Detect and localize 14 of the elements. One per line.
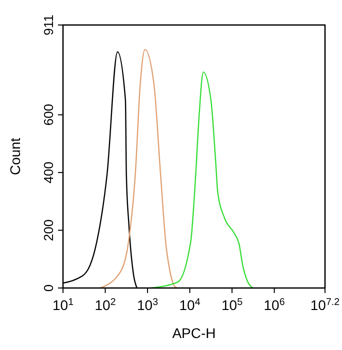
y-tick-label: 0 [41, 284, 56, 292]
x-tick-label: 10$^{3}$ [137, 296, 159, 313]
x-tick-label: 10$^{7.2}$ [310, 296, 340, 313]
y-tick-label: 600 [41, 104, 56, 126]
x-tick-label: 10$^{5}$ [222, 296, 244, 313]
x-axis-title: APC-H [172, 325, 216, 341]
x-tick-label: 10$^{6}$ [264, 296, 286, 313]
y-tick-label: 200 [41, 219, 56, 242]
x-tick-label: 10$^{1}$ [52, 296, 74, 313]
y-axis-title: Count [7, 138, 23, 176]
x-tick-label: 10$^{4}$ [179, 296, 201, 313]
x-tick-label: 10$^{2}$ [94, 296, 116, 313]
y-tick-label: 400 [41, 162, 56, 184]
y-tick-label: 911 [41, 14, 56, 36]
